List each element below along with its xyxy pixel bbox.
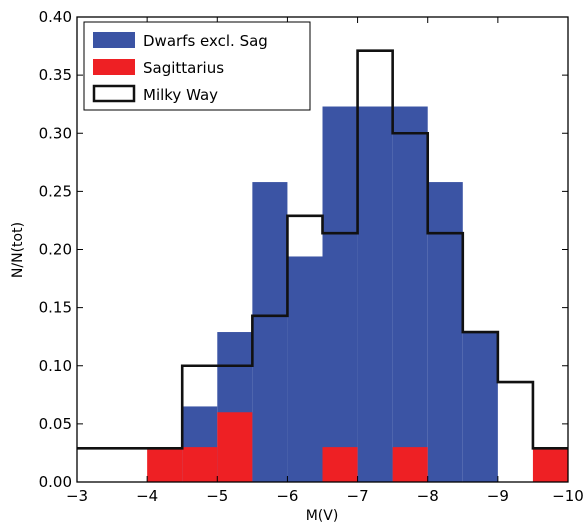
x-tick-label: −7 xyxy=(347,487,369,505)
y-tick-label: 0.05 xyxy=(39,415,72,433)
legend-label-sagittarius: Sagittarius xyxy=(143,59,224,77)
y-tick-label: 0.00 xyxy=(39,473,72,491)
series-dwarfs-bars xyxy=(182,106,498,482)
y-tick-label: 0.15 xyxy=(39,299,72,317)
series-milky-way-step xyxy=(77,49,568,450)
dwarfs-bar xyxy=(287,256,323,482)
dwarfs-bar xyxy=(357,106,393,482)
milky-way-step-line xyxy=(77,49,568,450)
sagittarius-bar xyxy=(532,447,568,482)
dwarfs-bar xyxy=(392,106,428,482)
dwarfs-bar xyxy=(252,182,288,482)
legend-swatch-sagittarius xyxy=(93,59,135,75)
x-tick-label: −9 xyxy=(487,487,509,505)
y-tick-label: 0.20 xyxy=(39,241,72,259)
x-tick-label: −3 xyxy=(66,487,88,505)
sagittarius-bar xyxy=(147,447,183,482)
y-tick-label: 0.40 xyxy=(39,8,72,26)
x-tick-label: −10 xyxy=(552,487,584,505)
y-axis-ticks: 0.00 0.05 0.10 0.15 0.20 0.25 0.30 0.35 0.40 xyxy=(39,8,568,491)
y-tick-label: 0.30 xyxy=(39,124,72,142)
dwarfs-bar xyxy=(427,182,463,482)
x-tick-label: −4 xyxy=(136,487,158,505)
y-tick-label: 0.35 xyxy=(39,66,72,84)
dwarfs-bar xyxy=(462,332,498,482)
sagittarius-bar xyxy=(182,447,218,482)
legend-swatch-milky-way xyxy=(92,84,136,103)
x-tick-label: −6 xyxy=(276,487,298,505)
dwarfs-bar xyxy=(322,106,358,482)
sagittarius-bar xyxy=(322,447,358,482)
y-tick-label: 0.25 xyxy=(39,182,72,200)
x-tick-label: −8 xyxy=(417,487,439,505)
legend-swatch-dwarfs xyxy=(93,32,135,48)
legend: Dwarfs excl. Sag Sagittarius Milky Way xyxy=(83,21,311,111)
legend-label-milky-way: Milky Way xyxy=(143,86,218,104)
sagittarius-bar xyxy=(217,412,253,482)
series-sagittarius-bars xyxy=(147,412,568,482)
y-tick-label: 0.10 xyxy=(39,357,72,375)
x-axis-ticks: −3 −4 −5 −6 −7 −8 −9 −10 xyxy=(66,17,584,505)
x-tick-label: −5 xyxy=(206,487,228,505)
x-axis-label: M(V) xyxy=(306,508,339,524)
legend-label-dwarfs: Dwarfs excl. Sag xyxy=(143,32,268,50)
sagittarius-bar xyxy=(392,447,428,482)
y-axis-label: N/N(tot) xyxy=(10,222,26,278)
